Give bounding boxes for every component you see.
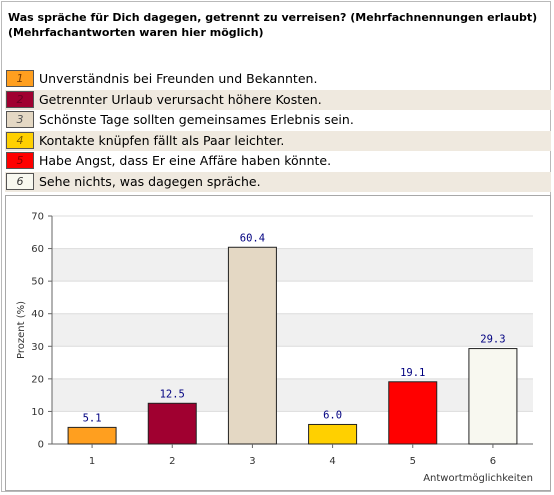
grid-band xyxy=(52,248,533,282)
y-tick-label: 60 xyxy=(31,244,44,255)
x-tick-label: 1 xyxy=(89,456,95,467)
bar-5 xyxy=(388,381,438,445)
bar-6 xyxy=(468,348,518,445)
legend-item-2: 2 Getrennter Urlaub verursacht höhere Kos… xyxy=(5,89,551,110)
grid-band xyxy=(52,313,533,347)
y-tick-label: 0 xyxy=(38,440,44,451)
question-title: Was spräche für Dich dagegen, getrennt z… xyxy=(8,10,548,40)
legend-label: Getrennter Urlaub verursacht höhere Kost… xyxy=(39,91,322,107)
y-tick-label: 50 xyxy=(31,277,44,288)
legend-label: Habe Angst, dass Er eine Affäre haben kö… xyxy=(39,153,332,169)
x-tick-label: 6 xyxy=(490,456,496,467)
y-tick-label: 30 xyxy=(31,342,44,353)
legend-item-6: 6 Sehe nichts, was dagegen spräche. xyxy=(5,171,551,192)
question-note: (Mehrfachantworten waren hier möglich) xyxy=(8,26,264,39)
legend-swatch: 1 xyxy=(6,70,34,87)
y-tick-label: 40 xyxy=(31,309,44,320)
legend-item-1: 1 Unverständnis bei Freunden und Bekannte… xyxy=(5,69,551,89)
legend-swatch: 5 xyxy=(6,152,34,170)
x-tick-label: 3 xyxy=(249,456,255,467)
x-axis-title: Antwortmöglichkeiten xyxy=(423,473,533,484)
bar-2 xyxy=(147,402,197,445)
legend-swatch: 6 xyxy=(6,172,34,190)
bar-4 xyxy=(308,423,358,445)
legend-label: Sehe nichts, was dagegen spräche. xyxy=(39,173,261,189)
bar-3 xyxy=(227,246,277,445)
x-tick-label: 2 xyxy=(169,456,175,467)
legend-label: Schönste Tage sollten gemeinsames Erlebn… xyxy=(39,112,354,128)
data-label-2: 12.5 xyxy=(160,388,185,400)
data-label-6: 29.3 xyxy=(480,334,505,346)
legend-label: Unverständnis bei Freunden und Bekannten… xyxy=(39,71,318,86)
x-tick-label: 4 xyxy=(329,456,335,467)
x-tick-label: 5 xyxy=(410,456,416,467)
data-label-4: 6.0 xyxy=(323,409,342,421)
legend-swatch: 2 xyxy=(6,90,34,108)
data-label-5: 19.1 xyxy=(400,367,425,379)
y-tick-label: 20 xyxy=(31,374,44,385)
question-text: Was spräche für Dich dagegen, getrennt z… xyxy=(8,11,538,24)
chart-panel: 0 10 20 30 40 50 60 70 5.1 1 12.5 2 60.4 3 6.0 4 19.1 5 29… xyxy=(5,195,551,491)
y-tick-label: 10 xyxy=(31,407,44,418)
grid-band xyxy=(52,378,533,412)
legend-item-3: 3 Schönste Tage sollten gemeinsames Erleb… xyxy=(5,110,551,130)
y-tick-label: 70 xyxy=(31,212,44,223)
legend-swatch: 3 xyxy=(6,111,34,129)
answer-legend: 1 Unverständnis bei Freunden und Bekannte… xyxy=(5,69,551,193)
y-axis-title: Prozent (%) xyxy=(16,301,27,359)
legend-swatch: 4 xyxy=(6,131,34,149)
legend-item-4: 4 Kontakte knüpfen fällt als Paar leichte… xyxy=(5,130,551,151)
legend-item-5: 5 Habe Angst, dass Er eine Affäre haben k… xyxy=(5,151,551,171)
bar-chart: 0 10 20 30 40 50 60 70 5.1 1 12.5 2 60.4 3 6.0 4 19.1 5 29… xyxy=(16,212,533,484)
bar-1 xyxy=(67,426,117,445)
legend-label: Kontakte knüpfen fällt als Paar leichter… xyxy=(39,132,285,148)
data-label-1: 5.1 xyxy=(83,412,102,424)
data-label-3: 60.4 xyxy=(240,232,265,244)
